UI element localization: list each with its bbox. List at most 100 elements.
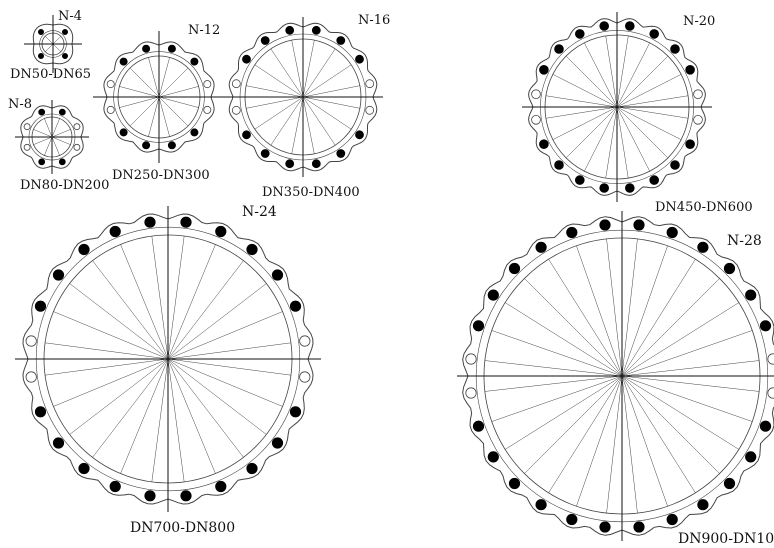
flange-n4-count-label: N-4 (58, 9, 83, 24)
flange-n16-bolt-hole (365, 79, 375, 89)
flange-n28-bolt-hole (599, 219, 611, 231)
flange-n16-bolt-hole (365, 105, 375, 115)
flange-n28-bolt-hole (566, 513, 578, 526)
flange-n8-bolt-hole (73, 143, 81, 151)
flange-n24-bolt-hole (215, 225, 227, 238)
flange-n12-bolt-hole (203, 105, 212, 114)
flange-n12-bolt-hole (167, 141, 176, 150)
flange-n24-bolt-hole (25, 371, 37, 383)
flange-n20-bolt-hole (554, 160, 564, 170)
flange-n24-bolt-hole (25, 335, 37, 347)
flange-n24-bolt-hole (289, 406, 302, 418)
flange-n16-bolt-hole (336, 36, 346, 45)
flange-n24-size-label: DN700-DN800 (130, 520, 236, 536)
flange-n20-bolt-hole (531, 115, 541, 125)
flange-n28-bolt-hole (723, 477, 736, 490)
flange-n16-count-label: N-16 (358, 13, 391, 28)
flange-n16-bolt-hole (285, 25, 295, 35)
flange-n24-bolt-hole (78, 462, 90, 475)
flange-n24-bolt-hole (34, 406, 47, 418)
flange-n28-bolt-hole (633, 521, 645, 533)
flange-n12-bolt-hole (106, 80, 115, 89)
flange-n28-bolt-hole (465, 387, 477, 399)
flange-n20-bolt-hole (693, 89, 703, 99)
flange-n16-size-label: DN350-DN400 (262, 185, 360, 200)
flange-n28-bolt-hole (472, 320, 485, 332)
flange-n20-bolt-hole (693, 115, 703, 125)
flange-n16-bolt-hole (231, 79, 241, 89)
flange-n20-bolt-hole (531, 89, 541, 99)
flange-n28-bolt-hole (666, 513, 678, 526)
flange-n24-bolt-hole (271, 437, 284, 449)
flange-n28-bolt-hole (767, 387, 774, 399)
flange-n24-bolt-hole (109, 225, 121, 238)
flange-n24-bolt-hole (144, 490, 156, 502)
flange-n16-bolt-hole (355, 130, 364, 140)
flange-n8-count-label: N-8 (8, 97, 33, 112)
flange-n4-bolt-hole (38, 28, 45, 35)
flange-n20-bolt-hole (670, 160, 680, 170)
flange-n28-bolt-hole (508, 477, 521, 490)
flange-n28-bolt-hole (535, 499, 547, 511)
flange-n20-bolt-hole (685, 65, 695, 75)
flange-n8-bolt-hole (23, 123, 31, 131)
flange-n24-bolt-hole (299, 371, 311, 383)
flange-n20-bolt-hole (554, 44, 564, 54)
flange-n28-bolt-hole (472, 420, 485, 432)
flange-n16-bolt-hole (355, 54, 364, 64)
flange-n16-bolt-hole (242, 54, 251, 64)
flange-n4-bolt-hole (38, 53, 45, 60)
flange-n28-bolt-hole (759, 320, 772, 332)
flange-n8-bolt-hole (73, 123, 81, 131)
flange-n24-bolt-hole (271, 269, 284, 281)
flange-n20-bolt-hole (624, 183, 635, 193)
flange-n12-bolt-hole (142, 44, 151, 53)
flange-n8-bolt-hole (58, 158, 66, 166)
flange-n16-bolt-hole (260, 149, 270, 158)
flange-n28-bolt-hole (697, 499, 709, 511)
flange-n24-bolt-hole (52, 269, 65, 281)
flange-n8-bolt-hole (58, 108, 66, 116)
flange-n20-bolt-hole (670, 44, 680, 54)
flange-n28-bolt-hole (697, 241, 709, 253)
flange-n20-bolt-hole (574, 175, 585, 185)
flange-n24-bolt-hole (299, 335, 311, 347)
flange-n28-bolt-hole (767, 353, 774, 365)
flange-n8-bolt-hole (23, 143, 31, 151)
flange-n12-bolt-hole (190, 128, 199, 137)
flange-n4-size-label: DN50-DN65 (10, 67, 92, 82)
flange-n24-bolt-hole (180, 490, 192, 502)
flange-n12-bolt-hole (190, 57, 199, 66)
flange-n12-bolt-hole (167, 44, 176, 53)
flange-n24-bolt-hole (78, 243, 90, 256)
flange-n16-bolt-hole (260, 36, 270, 45)
flange-n20-bolt-hole (624, 21, 635, 31)
flange-n20-bolt-hole (649, 175, 659, 185)
flange-n20-bolt-hole (574, 29, 585, 39)
flange-n28-bolt-hole (508, 262, 521, 275)
flange-n28-bolt-hole (666, 226, 678, 239)
flange-n24-bolt-hole (289, 300, 302, 312)
flange-n28-bolt-hole (566, 226, 578, 239)
flange-n24-bolt-hole (144, 216, 156, 228)
flange-n24-bolt-hole (34, 300, 47, 312)
flange-n28-bolt-hole (723, 262, 736, 275)
flange-n24-bolt-hole (215, 480, 227, 493)
flange-n16-bolt-hole (336, 149, 346, 158)
flange-n24-bolt-hole (246, 243, 258, 256)
flange-n28-bolt-hole (759, 420, 772, 432)
flange-n28-bolt-hole (487, 289, 499, 301)
flange-n16-bolt-hole (311, 159, 321, 169)
flange-n28-bolt-hole (465, 353, 477, 365)
flange-n20-bolt-hole (649, 29, 659, 39)
flange-n8-size-label: DN80-DN200 (20, 178, 110, 193)
flange-n20-bolt-hole (685, 139, 695, 150)
flange-n28-bolt-hole (487, 451, 499, 463)
flange-n20-count-label: N-20 (683, 14, 716, 29)
flange-n28-bolt-hole (745, 451, 757, 463)
flange-n12-bolt-hole (119, 57, 128, 66)
flange-n12-size-label: DN250-DN300 (112, 168, 210, 183)
flange-n12-count-label: N-12 (188, 23, 221, 38)
flange-n28-bolt-hole (599, 521, 611, 533)
flange-n24-count-label: N-24 (242, 204, 277, 220)
